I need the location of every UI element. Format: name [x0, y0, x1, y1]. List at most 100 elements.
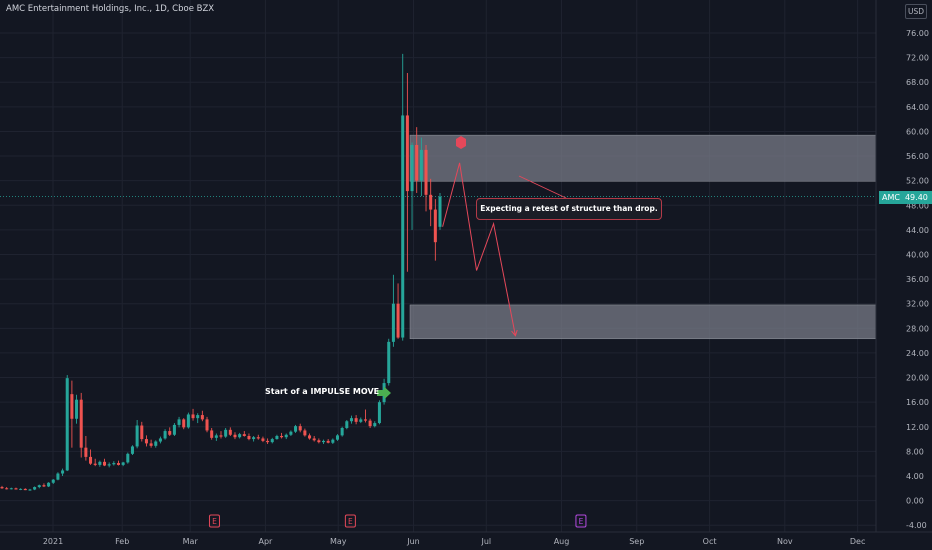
candle-body [261, 438, 265, 441]
candle-body [438, 196, 442, 227]
candle-body [214, 435, 218, 438]
candle-body [308, 435, 312, 439]
candle-body [112, 463, 116, 465]
x-tick-label: Feb [115, 537, 129, 546]
candle-body [219, 435, 223, 437]
y-tick-label: 44.00 [906, 226, 929, 235]
y-tick-label: 36.00 [906, 275, 929, 284]
candle-body [424, 149, 428, 195]
earnings-marker [208, 514, 220, 528]
x-tick-label: Oct [703, 537, 717, 546]
candle-body [349, 418, 353, 422]
x-tick-label: Dec [850, 537, 865, 546]
currency-button[interactable]: USD [905, 4, 927, 19]
green-arrow-icon [377, 386, 391, 400]
candle-body [280, 435, 284, 438]
candle-body [0, 487, 4, 489]
candle-body [266, 440, 270, 443]
y-tick-label: 52.00 [906, 177, 929, 186]
y-tick-label: 64.00 [906, 103, 929, 112]
candle-body [191, 414, 195, 419]
candle-body [396, 303, 400, 338]
candle-body [247, 435, 251, 440]
candle-body [256, 437, 260, 439]
y-tick-label: 40.00 [906, 250, 929, 259]
annotation-note[interactable]: Expecting a retest of structure than dro… [476, 198, 662, 220]
candle-body [140, 425, 144, 440]
candle-body [135, 425, 139, 447]
candle-body [228, 429, 232, 435]
y-tick-label: 0.00 [906, 497, 924, 506]
y-tick-label: 4.00 [906, 472, 924, 481]
candle-body [75, 399, 79, 419]
candle-body [79, 399, 83, 448]
candle-body [233, 434, 237, 438]
earnings-marker-label: E [212, 517, 217, 526]
supply-demand-zones [409, 134, 877, 340]
candle-body [326, 440, 330, 443]
x-tick-label: Mar [183, 537, 199, 546]
candle-body [359, 419, 363, 422]
candle-body [205, 419, 209, 431]
earnings-marker-label: E [348, 517, 353, 526]
candle-body [284, 434, 288, 438]
warning-marker-icon [456, 136, 466, 149]
candle-body [107, 464, 111, 466]
y-tick-label: 56.00 [906, 152, 929, 161]
candle-body [433, 209, 437, 243]
candle-body [121, 462, 125, 465]
candle-body [210, 430, 214, 438]
candle-body [298, 426, 302, 431]
price-tag-symbol: AMC [879, 191, 903, 204]
x-tick-label: Jul [480, 537, 491, 546]
candle-body [303, 430, 307, 436]
price-tag-value: 49.40 [902, 191, 932, 204]
candle-body [270, 439, 274, 443]
candle-body [65, 378, 69, 471]
candle-body [19, 488, 23, 490]
candle-body [14, 488, 18, 490]
candle-body [70, 394, 74, 419]
y-tick-label: 68.00 [906, 78, 929, 87]
x-tick-label: May [330, 537, 347, 546]
candle-body [9, 488, 13, 490]
candle-body [196, 415, 200, 419]
candle-body [401, 115, 405, 338]
x-tick-label: Aug [554, 537, 570, 546]
y-tick-label: 28.00 [906, 324, 929, 333]
candle-body [28, 489, 32, 491]
candle-body [158, 438, 162, 442]
candle-body [275, 435, 279, 440]
earnings-marker [575, 514, 587, 528]
x-axis[interactable]: 2021 Feb Mar Apr May Jun Jul Aug Sep Oct Nov Dec [0, 531, 932, 546]
candle-body [363, 419, 367, 421]
note-pointer-line [518, 175, 567, 199]
candle-body [5, 488, 9, 490]
annotation-impulse[interactable]: Start of a IMPULSE MOVE [265, 387, 380, 396]
candle-body [61, 470, 65, 474]
candle-body [238, 434, 242, 438]
candle-body [149, 443, 153, 446]
x-tick-label: Nov [777, 537, 793, 546]
x-tick-label: 2021 [43, 537, 63, 546]
candle-body [377, 402, 381, 424]
earnings-marker [344, 514, 356, 528]
y-axis[interactable]: 76.00 72.00 68.00 64.00 60.00 56.00 52.00 48.00… [875, 0, 929, 532]
x-tick-label: Apr [259, 537, 274, 546]
candle-body [391, 303, 395, 342]
candle-body [345, 421, 349, 428]
zone-rect [409, 134, 877, 182]
candle-body [51, 479, 55, 483]
candle-body [144, 439, 148, 444]
chart-title: AMC Entertainment Holdings, Inc., 1D, Cb… [6, 4, 215, 14]
candle-body [163, 431, 167, 439]
y-tick-label: 72.00 [906, 54, 929, 63]
candle-body [154, 441, 158, 446]
candle-body [177, 419, 181, 425]
candle-body [405, 115, 409, 192]
candle-body [242, 434, 246, 436]
y-tick-label: 16.00 [906, 398, 929, 407]
candle-body [116, 463, 121, 465]
candle-body [23, 488, 27, 491]
